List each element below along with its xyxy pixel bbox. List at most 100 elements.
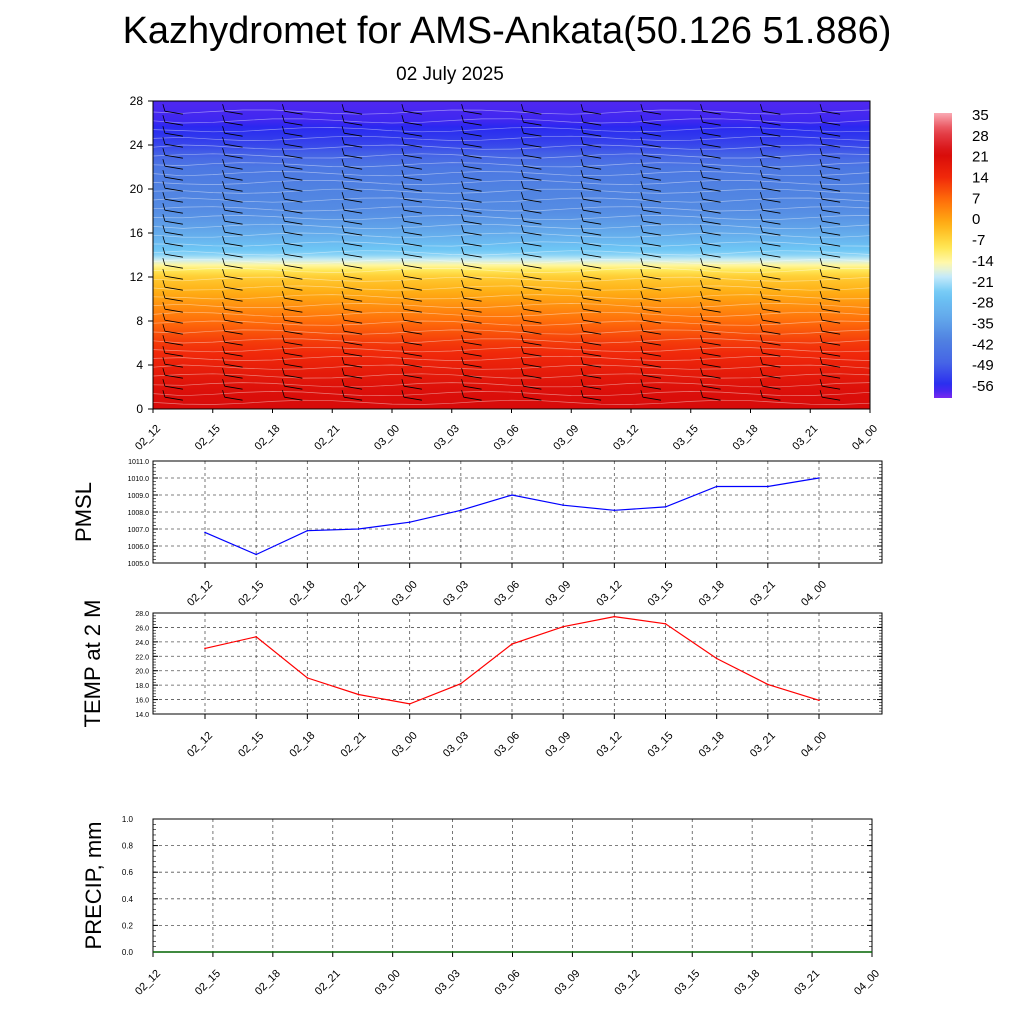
y-tick-label: 28.0 [135,611,149,618]
wind-barb [521,291,542,302]
wind-barb [640,280,661,291]
wind-barb [580,104,602,115]
y-tick-label: 1008.0 [128,510,150,517]
x-tick-label: 02_12 [133,423,163,453]
wind-barb [760,379,781,390]
wind-barb [580,346,602,357]
contour-line [152,118,871,124]
wind-barb [700,203,721,214]
wind-barb [401,159,422,170]
x-tick-label: 03_18 [732,968,762,998]
y-tick-label: 4 [136,358,143,372]
wind-barb [162,390,183,401]
wind-barb [282,379,303,390]
wind-barb [521,214,542,225]
wind-barb [401,137,422,148]
wind-barb [760,203,781,214]
contour-line [152,135,871,141]
wind-barb [341,313,363,324]
wind-barb [282,181,303,192]
x-tick-label: 04_00 [852,968,882,998]
wind-barb [700,192,721,203]
series-line [204,615,820,705]
x-tick-label: 02_18 [287,730,317,760]
contour-line [152,109,871,115]
wind-barb [222,126,243,137]
wind-barb [222,258,243,269]
wind-barb [819,192,841,203]
colorbar-label: -56 [972,378,994,395]
contour-line [152,215,871,221]
wind-barb [341,324,363,335]
wind-barb [521,335,542,346]
wind-barb [819,126,841,137]
wind-barb [282,247,303,258]
wind-barb [700,236,721,247]
wind-barb [819,346,841,357]
wind-barb [222,247,243,258]
contour-line [152,294,871,300]
wind-barb [401,368,422,379]
x-tick-label: 03_09 [543,579,573,609]
wind-barb [282,236,303,247]
wind-barb [341,236,363,247]
x-tick-label: 03_03 [441,579,471,609]
wind-barb [580,192,602,203]
x-tick-label: 03_00 [390,730,420,760]
wind-barb [162,115,183,126]
wind-barb [580,126,602,137]
y-tick-label: 16 [130,226,144,240]
wind-barb [819,225,841,236]
wind-barb [162,170,183,181]
profile-heatmap: 0 4 8 12 16 20 24 28 02_12 02_15 02_18 02_21 03_00 03… [130,94,880,453]
y-tick-label: 28 [130,94,144,108]
data-point [511,494,513,496]
wind-barb [461,148,482,159]
wind-barb [222,280,243,291]
y-tick-label: 24 [130,138,144,152]
wind-barb [640,291,661,302]
x-tick-label: 02_15 [236,730,266,760]
wind-barb [521,170,542,181]
wind-barb [580,225,602,236]
wind-barb [341,302,363,313]
wind-barb [700,269,721,280]
x-tick-label: 03_21 [792,968,822,998]
wind-barb [222,137,243,148]
wind-barb [640,148,661,159]
wind-barb [341,269,363,280]
wind-barb [640,335,661,346]
wind-barb [521,181,542,192]
x-tick-label: 03_15 [646,730,676,760]
wind-barb [580,291,602,302]
data-point [204,531,206,534]
x-tick-label: 03_00 [372,423,402,453]
wind-barb [521,258,542,269]
y-tick-label: 22.0 [135,654,149,661]
colorbar-label: 14 [972,170,989,187]
wind-barb [282,346,303,357]
data-point [306,677,309,679]
wind-barb [580,170,602,181]
wind-barb [640,126,661,137]
wind-barb [760,247,781,258]
wind-barb [282,390,303,401]
wind-barb [521,115,542,126]
wind-barb [521,346,542,357]
wind-barb [461,346,482,357]
y-tick-label: 0 [136,402,143,416]
wind-barb [162,269,183,280]
wind-barb [819,269,841,280]
wind-barb [282,324,303,335]
wind-barb [760,324,781,335]
wind-barb [640,170,661,181]
wind-barb [700,137,721,148]
x-tick-label: 03_03 [432,423,462,453]
x-tick-label: 04_00 [799,730,829,760]
wind-barb [341,368,363,379]
wind-barb [461,302,482,313]
wind-barb [282,258,303,269]
wind-barb [521,203,542,214]
wind-barb [282,148,303,159]
wind-barb [162,368,183,379]
